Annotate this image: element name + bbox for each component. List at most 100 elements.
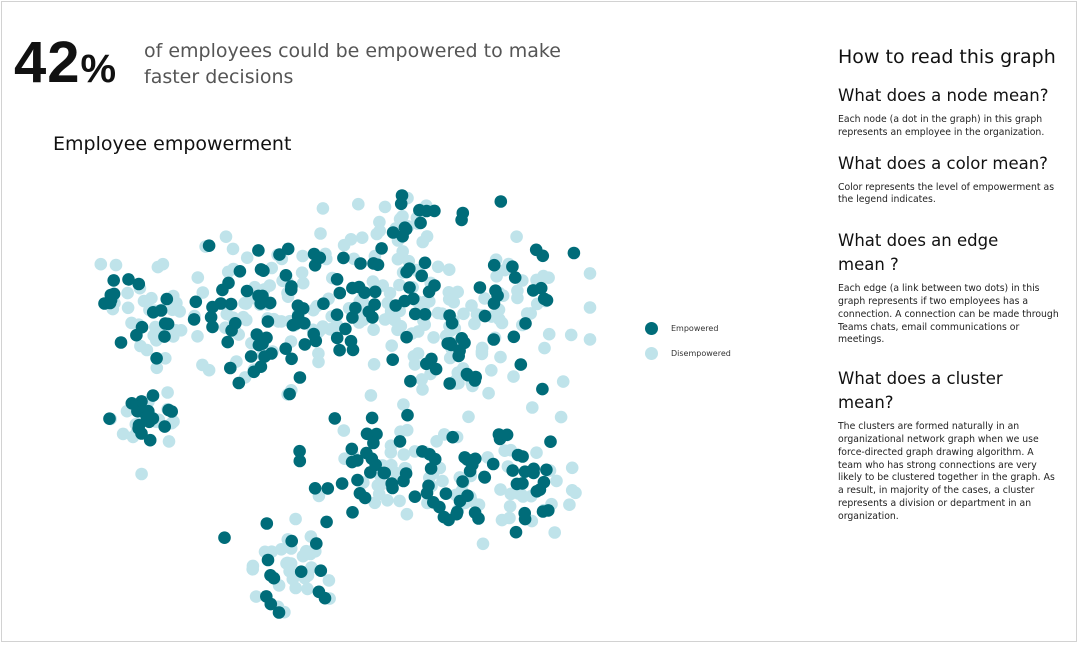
node-empowered xyxy=(375,242,388,255)
legend-dot-empowered xyxy=(645,322,658,335)
node-empowered xyxy=(386,481,399,495)
node-empowered xyxy=(298,317,311,330)
node-disempowered xyxy=(416,383,429,396)
node-disempowered xyxy=(511,291,524,305)
node-disempowered xyxy=(383,286,397,300)
node-disempowered xyxy=(468,317,481,331)
node-empowered xyxy=(221,335,234,349)
node-disempowered xyxy=(301,582,314,596)
node-disempowered xyxy=(548,526,561,539)
node-empowered xyxy=(320,515,333,529)
node-empowered xyxy=(202,239,216,252)
node-empowered xyxy=(536,382,549,396)
guide-heading-cluster: What does a cluster mean? xyxy=(838,369,1003,413)
node-disempowered xyxy=(94,257,108,271)
kpi-caption: of employees could be empowered to make … xyxy=(144,40,561,88)
node-disempowered xyxy=(121,301,135,315)
graph-guide: How to read this graph What does a node … xyxy=(838,44,1060,536)
node-empowered xyxy=(216,283,229,297)
node-empowered xyxy=(393,435,407,448)
node-disempowered xyxy=(451,285,465,299)
node-empowered xyxy=(461,489,474,503)
guide-section-node: What does a node mean? Each node (a dot … xyxy=(838,84,1060,140)
node-empowered xyxy=(395,189,409,202)
node-empowered xyxy=(264,597,278,611)
node-empowered xyxy=(371,258,385,272)
node-empowered xyxy=(461,368,475,382)
node-disempowered xyxy=(226,242,240,256)
node-disempowered xyxy=(475,347,489,361)
node-empowered xyxy=(367,436,380,450)
node-disempowered xyxy=(116,427,130,441)
node-empowered xyxy=(264,569,277,582)
guide-section-cluster: What does a cluster mean? The clusters a… xyxy=(838,367,1060,523)
node-disempowered xyxy=(125,316,138,330)
node-empowered xyxy=(135,427,148,440)
node-empowered xyxy=(206,320,219,334)
node-disempowered xyxy=(431,260,445,274)
node-disempowered xyxy=(355,231,369,244)
node-empowered xyxy=(346,506,359,519)
node-empowered xyxy=(260,517,274,530)
node-empowered xyxy=(206,300,219,314)
node-empowered xyxy=(344,334,358,348)
node-empowered xyxy=(386,226,400,239)
node-disempowered xyxy=(389,466,403,480)
node-disempowered xyxy=(542,271,555,285)
node-empowered xyxy=(408,490,422,504)
node-disempowered xyxy=(494,483,507,496)
node-empowered xyxy=(154,304,168,317)
node-disempowered xyxy=(538,341,551,355)
node-empowered xyxy=(516,477,529,490)
node-disempowered xyxy=(530,446,543,460)
node-disempowered xyxy=(583,333,597,346)
node-disempowered xyxy=(569,486,582,500)
node-disempowered xyxy=(393,494,406,508)
node-empowered xyxy=(333,343,346,357)
node-empowered xyxy=(544,435,557,449)
node-empowered xyxy=(256,337,269,351)
node-disempowered xyxy=(510,230,523,243)
node-empowered xyxy=(98,297,111,310)
node-empowered xyxy=(507,330,521,344)
node-disempowered xyxy=(442,293,456,306)
node-empowered xyxy=(258,350,271,363)
node-disempowered xyxy=(554,410,568,424)
node-empowered xyxy=(429,362,443,376)
guide-body-color: Color represents the level of empowermen… xyxy=(838,181,1055,206)
guide-heading-color: What does a color mean? xyxy=(838,153,1048,173)
node-disempowered xyxy=(478,292,491,305)
node-empowered xyxy=(272,606,286,619)
node-disempowered xyxy=(394,425,407,439)
node-empowered xyxy=(107,287,121,301)
node-disempowered xyxy=(391,323,404,337)
node-disempowered xyxy=(485,364,498,377)
node-empowered xyxy=(494,195,508,208)
node-disempowered xyxy=(411,347,425,360)
node-empowered xyxy=(437,510,451,524)
node-empowered xyxy=(321,482,335,495)
node-disempowered xyxy=(503,500,517,513)
node-disempowered xyxy=(263,279,277,292)
node-disempowered xyxy=(442,263,456,277)
node-disempowered xyxy=(416,235,430,249)
node-disempowered xyxy=(397,398,410,411)
node-disempowered xyxy=(495,513,509,527)
node-empowered xyxy=(345,442,359,456)
node-disempowered xyxy=(162,435,176,448)
node-disempowered xyxy=(323,323,337,336)
node-empowered xyxy=(469,452,482,466)
node-disempowered xyxy=(316,202,330,215)
guide-heading-edge: What does an edge mean ? xyxy=(838,231,999,275)
node-empowered xyxy=(233,265,247,278)
node-empowered xyxy=(415,269,429,283)
node-empowered xyxy=(330,308,344,322)
node-empowered xyxy=(458,451,472,464)
node-disempowered xyxy=(427,331,440,344)
node-empowered xyxy=(250,328,264,341)
node-empowered xyxy=(446,430,460,444)
node-empowered xyxy=(146,389,160,402)
node-disempowered xyxy=(275,543,288,556)
